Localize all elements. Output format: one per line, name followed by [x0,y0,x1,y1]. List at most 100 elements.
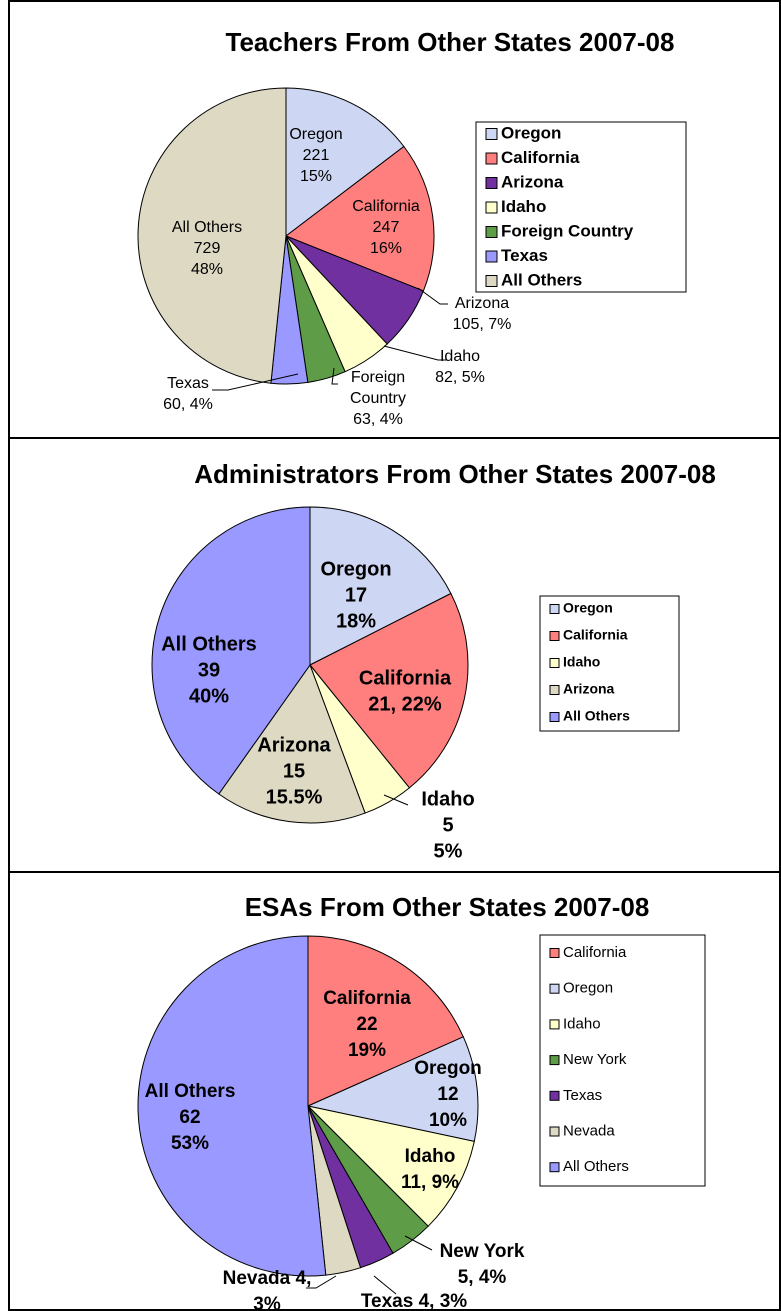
data-label: 10% [429,1110,467,1131]
data-label: Country [350,390,406,407]
legend-swatch [485,226,498,238]
data-label: 5 [442,814,453,836]
data-label: 11, 9% [401,1172,459,1193]
data-label: 40% [189,685,229,707]
chart-title: Teachers From Other States 2007-08 [226,27,675,57]
leader-line [373,1275,397,1295]
legend-swatch [549,1055,560,1066]
chart-title: Administrators From Other States 2007-08 [194,459,716,489]
legend-swatch [549,1019,560,1030]
data-label: 12 [437,1084,458,1105]
legend-label: Texas [501,246,548,265]
pie-slice [285,87,405,238]
legend-label: Foreign Country [501,221,634,240]
legend-label: All Others [501,270,582,289]
data-label: All Others [145,1081,236,1102]
data-label: 21, 22% [368,693,442,715]
legend-label: Texas [563,1087,602,1104]
data-label: 39 [198,659,220,681]
legend-label: Oregon [563,600,613,616]
pie-slice [137,935,327,1277]
data-label: Arizona [455,295,509,312]
data-label: 105, 7% [453,316,512,333]
legend-swatch [549,712,560,722]
legend-swatch [485,275,498,287]
legend-box [475,121,687,293]
legend-swatch [485,250,498,263]
data-label: All Others [161,633,257,655]
legend-swatch [549,685,560,695]
pie-slice [307,935,464,1107]
data-label: Idaho [421,788,474,810]
data-label: New York [440,1241,525,1262]
data-label: 53% [171,1133,209,1154]
data-label: Texas [167,375,209,392]
data-label: 5, 4% [458,1267,507,1288]
pie-slice [309,592,469,789]
legend-swatch [549,604,560,614]
legend-label: New York [563,1051,627,1068]
legend-label: California [563,944,627,961]
legend-box [539,934,706,1187]
data-label: 82, 5% [435,369,485,386]
pie-slice [306,1105,475,1227]
data-label: 729 [194,240,221,257]
data-label: California [352,198,420,215]
leader-line [417,287,448,305]
data-label: Nevada 4, [223,1268,312,1289]
data-label: Arizona [257,734,331,756]
leader-line [383,345,446,361]
pie-slice [137,87,287,384]
legend-swatch [549,1126,560,1137]
data-label: Texas 4, 3% [361,1291,467,1311]
legend-swatch [549,658,560,668]
data-label: Oregon [289,126,342,143]
data-label: California [323,988,411,1009]
legend-swatch [549,1162,560,1173]
data-label: 62 [179,1107,200,1128]
data-label: 15 [283,760,305,782]
legend-swatch [485,177,498,189]
legend-label: Oregon [563,980,613,997]
legend-label: Idaho [501,197,546,216]
data-label: All Others [172,219,242,236]
legend-label: Idaho [563,1015,601,1032]
legend-label: California [563,627,628,643]
legend-swatch [485,128,498,140]
data-label: Idaho [405,1146,456,1167]
data-label: 247 [373,219,400,236]
data-label: 16% [370,240,402,257]
legend-label: All Others [563,708,630,724]
legend-label: Arizona [501,172,564,191]
leader-line [212,373,299,391]
legend-label: Idaho [563,654,600,670]
data-label: 15% [300,168,332,185]
legend-swatch [485,201,498,214]
legend-swatch [549,948,560,958]
data-label: Oregon [414,1058,482,1079]
data-label: California [359,667,452,689]
data-label: 3% [253,1294,281,1311]
chart-title: ESAs From Other States 2007-08 [245,892,650,922]
data-label: 18% [336,610,376,632]
data-label: 60, 4% [163,396,213,413]
pie-slice [218,663,366,824]
data-label: Oregon [320,558,391,580]
data-label: 63, 4% [353,411,403,428]
pie-slice [151,506,311,795]
data-label: 221 [303,147,330,164]
data-label: Foreign [351,369,405,386]
leader-line [404,1235,433,1251]
leader-line [383,794,409,806]
leader-line [306,1275,337,1289]
pie-slice [309,506,452,666]
data-label: 22 [356,1014,377,1035]
legend-swatch [485,152,498,165]
data-label: 17 [345,584,367,606]
frame [8,0,781,1311]
legend-box [539,595,680,732]
data-label: 19% [348,1040,386,1061]
leader-line [331,367,338,385]
pie-slice [306,1036,479,1142]
